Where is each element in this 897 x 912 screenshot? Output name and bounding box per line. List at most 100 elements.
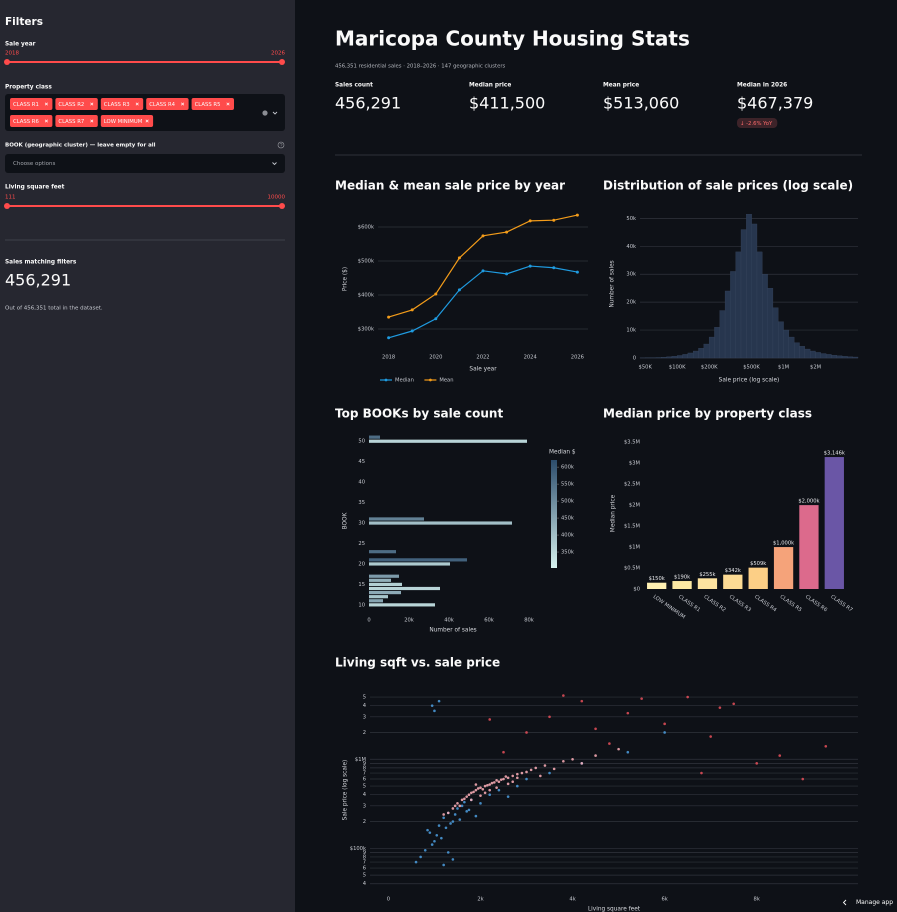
histogram-bar xyxy=(687,352,694,359)
scatter-point xyxy=(433,709,436,713)
scatter-point xyxy=(483,791,487,795)
scatter-point xyxy=(419,855,422,859)
x-axis-label: Sale price (log scale) xyxy=(719,378,780,384)
y-tick-label: 4 xyxy=(363,792,367,798)
line-point xyxy=(481,269,485,273)
scatter-point xyxy=(626,711,630,715)
chip-remove[interactable] xyxy=(90,102,94,106)
chip[interactable]: CLASS R4 xyxy=(146,98,189,110)
scatter-point xyxy=(453,813,457,816)
manage-app-label[interactable]: Manage app xyxy=(856,899,893,906)
metric-label: Mean price xyxy=(603,83,639,89)
scatter-point xyxy=(442,813,445,816)
scatter-point xyxy=(472,790,475,794)
chip-bg[interactable] xyxy=(55,98,98,110)
manage-app-button[interactable] xyxy=(839,895,895,910)
chip-bg[interactable] xyxy=(100,115,154,127)
chip-bg[interactable] xyxy=(191,98,234,110)
slider-handle[interactable] xyxy=(279,203,285,209)
y-tick-label: 30k xyxy=(626,272,636,278)
y-tick-label: $3M xyxy=(629,461,640,467)
scatter-point xyxy=(483,784,487,788)
scatter-point xyxy=(525,770,528,774)
metric-label: Sales count xyxy=(335,83,373,89)
line-point xyxy=(434,317,438,321)
chip-remove[interactable] xyxy=(145,119,149,123)
bar xyxy=(672,581,692,589)
chip-bg[interactable] xyxy=(146,98,189,110)
colorbar-tick-label: 500k xyxy=(561,499,574,505)
slider-handle[interactable] xyxy=(4,59,10,65)
scatter-point xyxy=(506,776,510,780)
y-tick-label: 4 xyxy=(363,881,367,887)
histogram-bar xyxy=(852,356,859,359)
scatter-point xyxy=(497,788,501,792)
dropdown-chevron[interactable] xyxy=(272,111,278,115)
x-tick-label: 2024 xyxy=(524,355,538,361)
line-point xyxy=(528,264,532,268)
histogram-bar xyxy=(809,350,816,359)
dropdown-chevron[interactable] xyxy=(272,162,277,166)
chip[interactable]: LOW MINIMUM xyxy=(100,115,154,127)
chip-remove[interactable] xyxy=(226,102,230,106)
slider-handle[interactable] xyxy=(4,203,10,209)
chip-bg[interactable] xyxy=(10,115,53,127)
scatter-point xyxy=(444,826,448,830)
scatter-point xyxy=(594,727,597,731)
slider-handle[interactable] xyxy=(279,59,285,65)
x-tick-label: $50K xyxy=(639,365,653,371)
chip[interactable]: CLASS R2 xyxy=(55,98,98,110)
y-tick-label: $2M xyxy=(629,503,640,509)
scatter-point xyxy=(428,831,432,834)
y-tick-label: 9 xyxy=(363,850,366,856)
histogram-bar xyxy=(762,274,768,359)
line-point xyxy=(387,315,391,319)
histogram-bar xyxy=(655,357,662,359)
bar xyxy=(369,590,401,595)
chip-remove[interactable] xyxy=(44,102,48,106)
bar xyxy=(723,574,743,589)
subtitle: 456,351 residential sales · 2018–2026 · … xyxy=(335,64,506,70)
metric-delta-bg xyxy=(737,118,778,128)
y-tick-label: 6 xyxy=(363,777,366,783)
scatter-point xyxy=(543,764,547,767)
chip-bg[interactable] xyxy=(10,98,53,110)
legend-swatch-dot xyxy=(429,378,432,382)
scatter-point xyxy=(460,798,464,802)
scatter-point xyxy=(506,795,510,798)
chip[interactable]: CLASS R1 xyxy=(10,98,53,110)
y-tick-label: 0 xyxy=(633,356,636,362)
chip-bg[interactable] xyxy=(55,115,98,127)
chip-bg[interactable] xyxy=(100,98,144,110)
histogram-bar xyxy=(724,290,731,359)
page-title: Maricopa County Housing Stats xyxy=(335,27,690,51)
chip[interactable]: CLASS R3 xyxy=(100,98,144,110)
clear-icon[interactable] xyxy=(262,110,268,116)
chip-remove[interactable] xyxy=(181,102,185,106)
scatter-point xyxy=(463,800,466,804)
scatter-point xyxy=(469,798,473,802)
scatter-point xyxy=(488,793,491,796)
bar xyxy=(369,439,527,443)
bar-value-label: $3,146k xyxy=(824,451,845,457)
slider-max: 2026 xyxy=(271,51,285,57)
help-icon[interactable] xyxy=(277,141,285,149)
scatter-point xyxy=(465,795,468,798)
select-box[interactable] xyxy=(5,154,285,173)
histogram-bar xyxy=(661,357,667,359)
scatter-point xyxy=(426,828,429,832)
chip[interactable]: CLASS R5 xyxy=(191,98,234,110)
scatter-point xyxy=(663,722,666,726)
chip-remove[interactable] xyxy=(135,102,139,106)
chip[interactable]: CLASS R7 xyxy=(55,115,98,127)
y-tick-label: 40k xyxy=(626,244,636,250)
y-tick-label: 6 xyxy=(363,866,366,872)
chip[interactable]: CLASS R6 xyxy=(10,115,53,127)
y-tick-label: 3 xyxy=(363,714,366,720)
y-tick-label: 9 xyxy=(363,761,366,767)
chip-remove[interactable] xyxy=(90,119,94,123)
scatter-point xyxy=(449,822,452,825)
chip-remove[interactable] xyxy=(44,119,48,123)
line-point xyxy=(387,336,391,340)
y-tick-label: 2 xyxy=(363,730,366,736)
